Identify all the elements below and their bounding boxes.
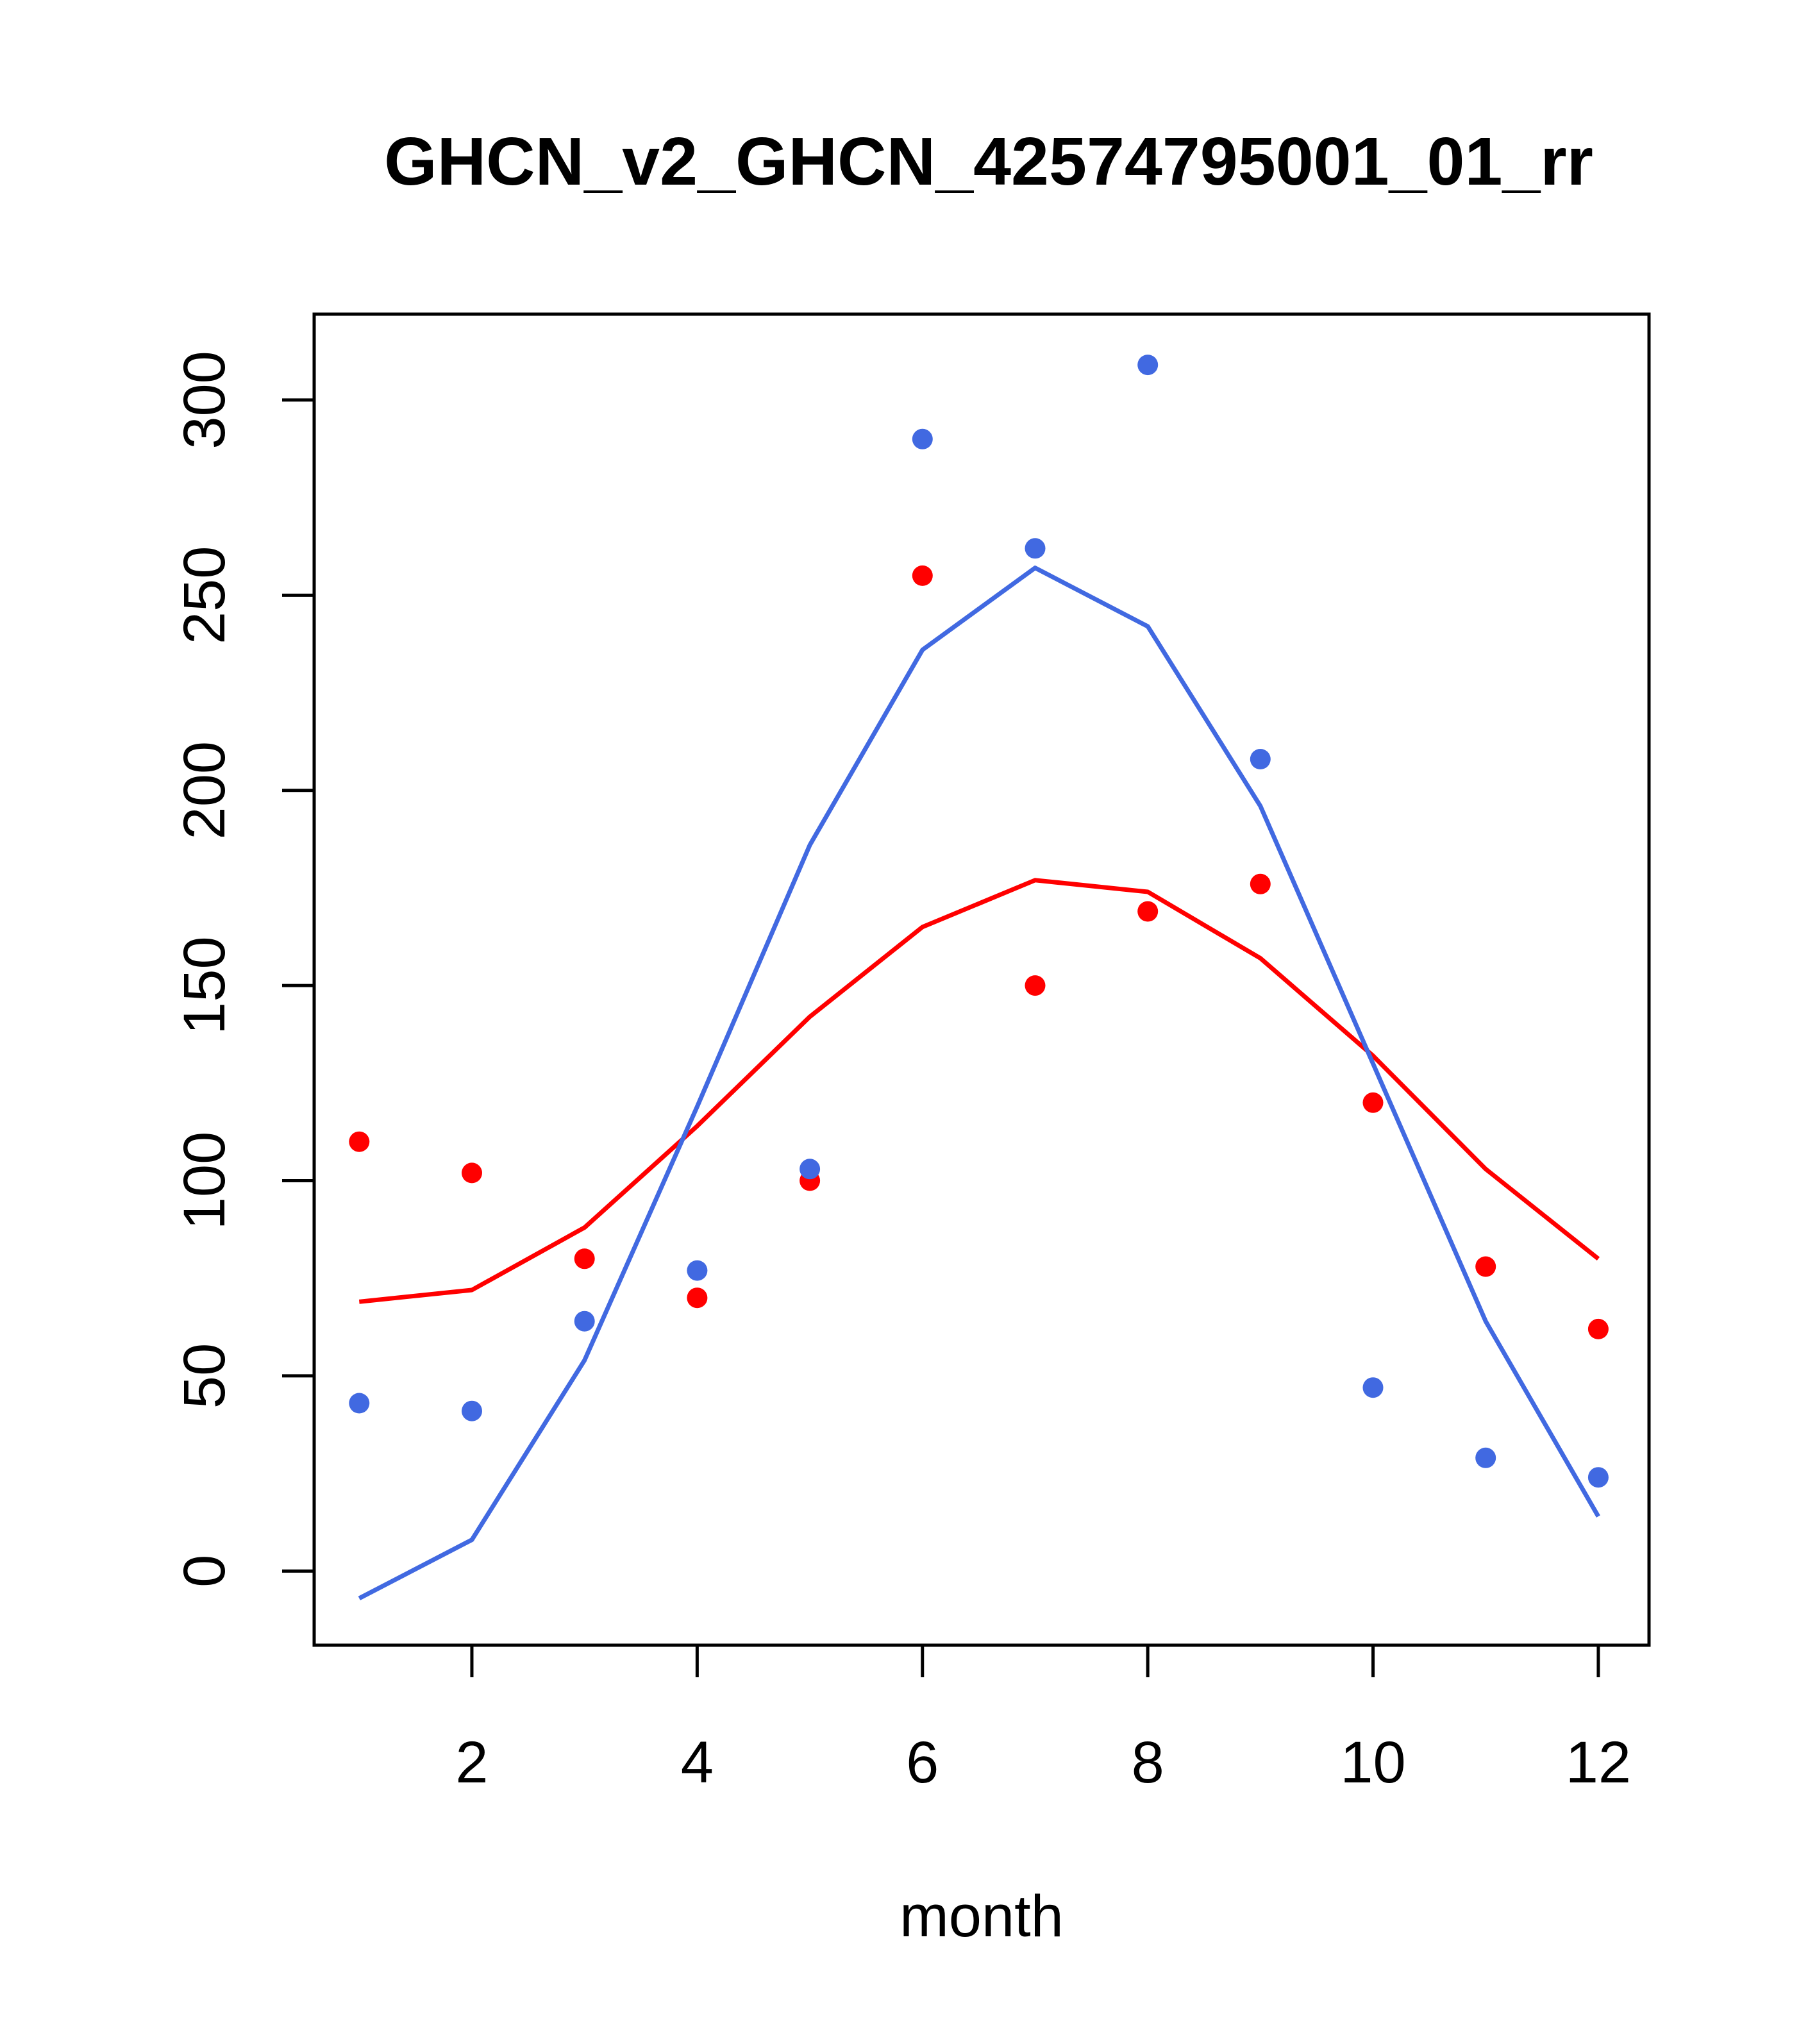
y-tick-label: 100	[172, 1132, 237, 1230]
series-1-line	[358, 878, 1600, 1304]
series-1-point	[462, 1162, 482, 1184]
series-1-point	[1587, 1318, 1609, 1339]
series-2-line	[358, 565, 1600, 1601]
series-1-point	[687, 1287, 708, 1309]
series-2-point	[800, 1159, 821, 1180]
chart-title: GHCN_v2_GHCN_42574795001_01_rr	[384, 124, 1593, 199]
x-tick-label: 4	[681, 1730, 714, 1795]
series-2-point	[1250, 749, 1271, 769]
x-axis: 2 4 6 8 10 12	[455, 1645, 1631, 1795]
x-tick-label: 6	[906, 1730, 939, 1795]
series-2-point	[349, 1393, 370, 1414]
x-tick-label: 8	[1132, 1730, 1164, 1795]
series-2-point	[574, 1311, 595, 1332]
series-2-point	[1137, 355, 1159, 376]
y-tick-label: 0	[172, 1555, 237, 1587]
x-tick-label: 10	[1340, 1730, 1405, 1795]
series-2-point	[912, 428, 933, 449]
series-1-point	[1362, 1092, 1384, 1113]
y-tick-label: 200	[172, 741, 237, 840]
y-tick-label: 250	[172, 546, 237, 645]
series-layer	[349, 355, 1609, 1601]
series-1-point	[1250, 873, 1271, 894]
series-1-point	[1475, 1256, 1496, 1277]
series-1-point	[349, 1131, 370, 1152]
series-2-point	[1475, 1447, 1496, 1468]
y-tick-label: 150	[172, 936, 237, 1035]
x-axis-label: month	[900, 1884, 1064, 1949]
x-tick-label: 12	[1566, 1730, 1631, 1795]
y-tick-label: 50	[172, 1343, 237, 1409]
x-tick-label: 2	[455, 1730, 488, 1795]
series-1-point	[912, 565, 933, 586]
series-1-point	[1025, 975, 1046, 996]
plot-frame	[312, 312, 1651, 1647]
series-2-point	[462, 1400, 482, 1421]
series-1-point	[574, 1248, 595, 1269]
series-2-point	[1025, 538, 1046, 559]
series-2-point	[1587, 1467, 1609, 1488]
series-2-point	[687, 1260, 708, 1281]
series-1-point	[1137, 901, 1159, 922]
y-tick-label: 300	[172, 351, 237, 449]
series-2-point	[1362, 1377, 1384, 1398]
y-axis: 0 50 100 150 200 250 300	[172, 351, 314, 1587]
